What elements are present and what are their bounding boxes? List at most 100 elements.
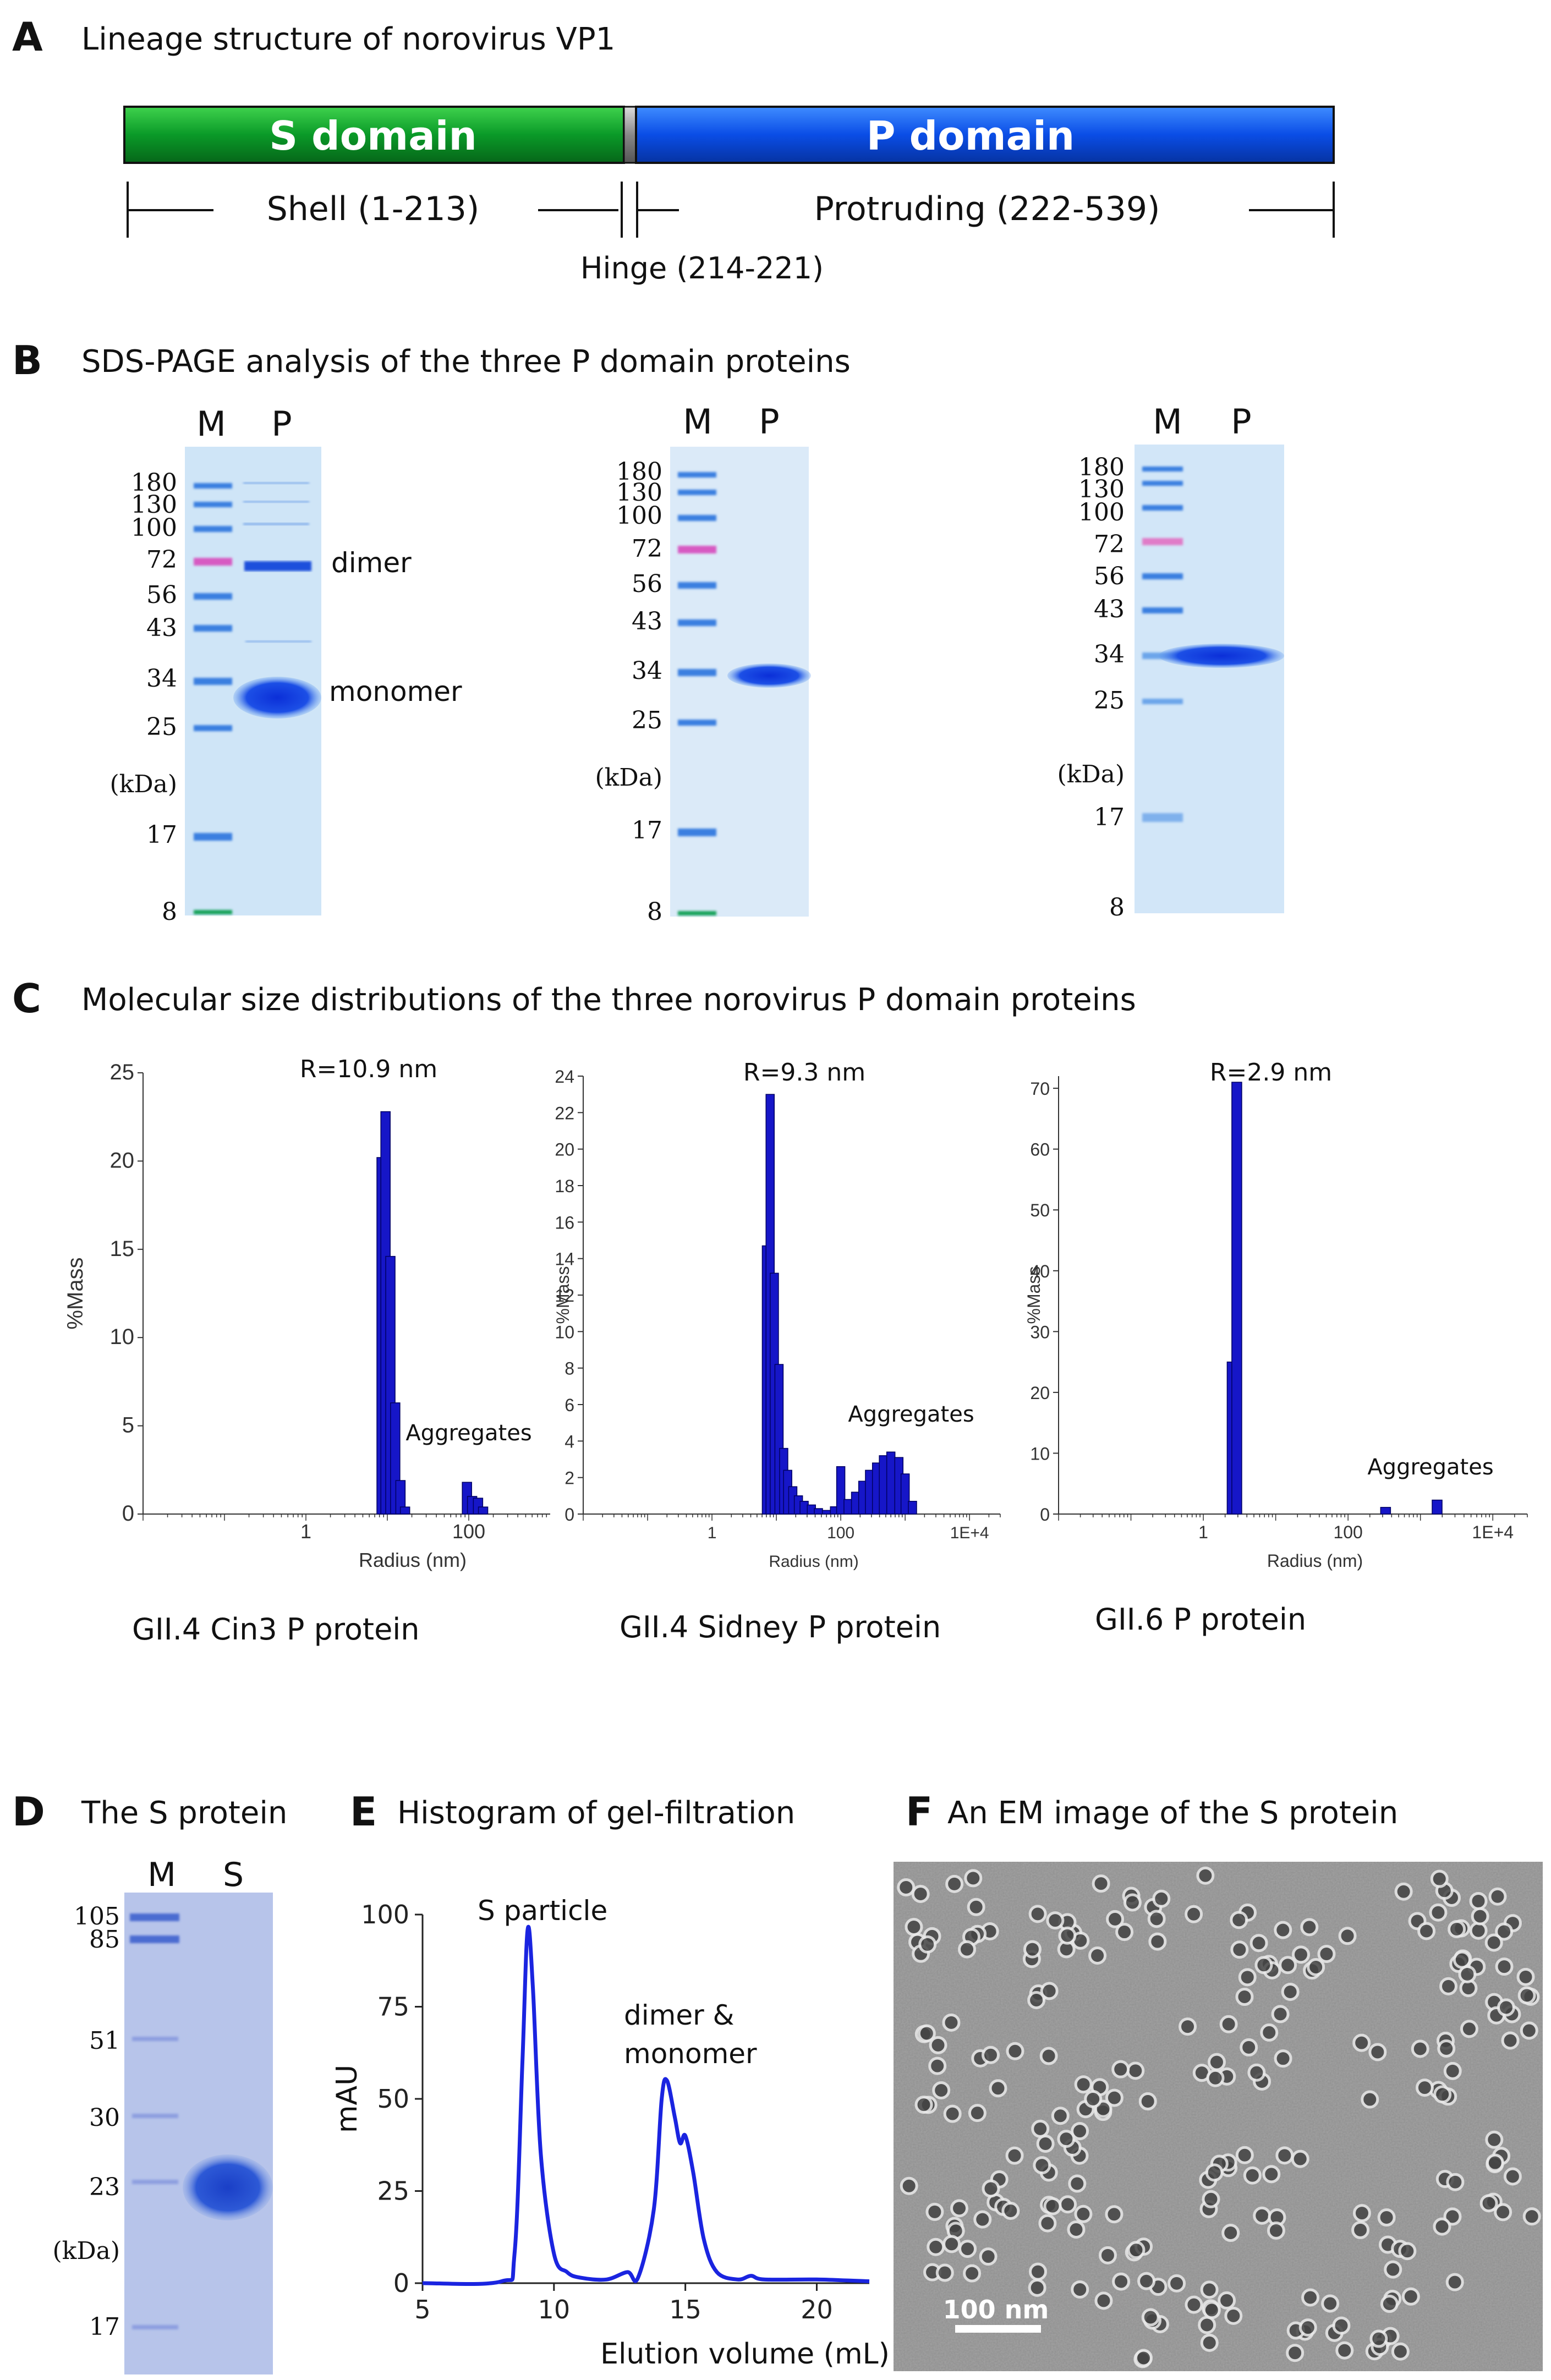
y-axis-label: %Mass xyxy=(1024,1266,1044,1324)
gel-d-image xyxy=(124,1893,273,2374)
panel-letter-a: A xyxy=(12,14,43,60)
scale-bar-label: 100 nm xyxy=(943,2295,1049,2324)
gel-d-unit: (kDa) xyxy=(52,2237,120,2265)
panel-letter-b: B xyxy=(12,337,42,383)
y-tick-label: 25 xyxy=(110,1060,135,1084)
panel-b: B SDS-PAGE analysis of the three P domai… xyxy=(12,337,1284,926)
svg-text:17: 17 xyxy=(146,821,177,849)
panel-f-title: An EM image of the S protein xyxy=(947,1795,1398,1831)
panel-f: F An EM image of the S protein 100 nm xyxy=(894,1789,1543,2371)
aggregates-label: Aggregates xyxy=(405,1421,531,1446)
gel2-sample-band xyxy=(727,663,811,688)
panel-d: D The S protein M S 105 85 51 30 23 17 (… xyxy=(12,1789,287,2374)
panel-a: A Lineage structure of norovirus VP1 S d… xyxy=(12,14,1335,286)
svg-text:8: 8 xyxy=(162,898,177,926)
y-tick-label: 30 xyxy=(1030,1322,1050,1342)
gel3-unit: (kDa) xyxy=(1057,760,1125,788)
bar xyxy=(478,1506,489,1515)
gel3-sample-band xyxy=(1159,644,1284,668)
panel-e-title: Histogram of gel-filtration xyxy=(397,1795,795,1831)
svg-text:23: 23 xyxy=(89,2173,120,2201)
y-tick-label: 10 xyxy=(110,1325,135,1349)
gel-3: M P 180 130 100 72 56 43 xyxy=(1057,402,1284,922)
panel-e: E Histogram of gel-filtration 0 25 50 75 100… xyxy=(331,1789,890,2371)
svg-text:51: 51 xyxy=(89,2027,120,2055)
bar xyxy=(843,1499,853,1515)
gel2-lane-p: P xyxy=(759,402,779,442)
svg-text:85: 85 xyxy=(89,1926,120,1954)
bar xyxy=(1380,1507,1391,1515)
y-tick-label: 12 xyxy=(555,1286,574,1306)
y-tick-label: 16 xyxy=(555,1213,574,1232)
svg-text:17: 17 xyxy=(632,816,662,844)
bar xyxy=(814,1508,823,1515)
svg-text:17: 17 xyxy=(1094,803,1125,831)
aggregates-label: Aggregates xyxy=(1367,1455,1493,1480)
shell-label: Shell (1-213) xyxy=(267,190,480,228)
y-tick-label: 75 xyxy=(377,1992,409,2022)
svg-text:130: 130 xyxy=(131,491,177,519)
y-tick-label: 8 xyxy=(565,1359,574,1379)
svg-text:25: 25 xyxy=(146,713,177,741)
gel-d-lane-s: S xyxy=(223,1856,244,1894)
x-tick-label: 1 xyxy=(708,1524,717,1542)
svg-text:105: 105 xyxy=(74,1902,120,1931)
hinge-label: Hinge (214-221) xyxy=(580,251,824,286)
y-tick-label: 4 xyxy=(565,1432,574,1451)
x-tick-label: 1E+4 xyxy=(1472,1522,1514,1542)
svg-text:130: 130 xyxy=(1078,475,1125,503)
bar xyxy=(900,1473,910,1515)
y-tick-label: 0 xyxy=(393,2268,409,2298)
x-tick-label: 100 xyxy=(827,1524,854,1542)
gel3-lane-p: P xyxy=(1231,402,1251,442)
gel-d-marker-bands xyxy=(130,1913,179,2329)
gel3-image xyxy=(1135,445,1284,913)
y-tick-label: 24 xyxy=(555,1067,574,1087)
dimer-monomer-label-2: monomer xyxy=(624,2038,757,2070)
y-tick-label: 0 xyxy=(565,1505,574,1524)
gel-2: M P 180 130 100 72 56 xyxy=(595,402,811,926)
radius-annotation: R=2.9 nm xyxy=(1210,1059,1332,1087)
gel2-lane-m: M xyxy=(683,402,713,442)
y-tick-label: 20 xyxy=(555,1140,574,1160)
s-particle-label: S particle xyxy=(478,1895,607,1927)
radius-annotation: R=9.3 nm xyxy=(743,1059,865,1087)
bar xyxy=(886,1451,896,1515)
bar xyxy=(836,1466,846,1515)
svg-text:43: 43 xyxy=(146,614,177,642)
svg-text:34: 34 xyxy=(632,657,662,685)
y-tick-label: 2 xyxy=(565,1468,574,1488)
x-tick-label: 1E+4 xyxy=(950,1524,989,1542)
svg-text:8: 8 xyxy=(647,898,662,926)
x-axis-label: Radius (nm) xyxy=(1267,1551,1363,1571)
svg-text:34: 34 xyxy=(146,665,177,693)
svg-text:43: 43 xyxy=(632,607,662,635)
panel-c: C Molecular size distributions of the th… xyxy=(12,975,1528,1647)
s-domain-bar xyxy=(123,106,625,164)
y-tick-label: 0 xyxy=(122,1501,134,1526)
x-tick-label: 20 xyxy=(801,2295,833,2324)
bar xyxy=(821,1510,831,1515)
gel1-lane-m: M xyxy=(196,404,226,444)
svg-text:72: 72 xyxy=(1094,530,1125,558)
dls-chart-gii6: 0 10 20 30 40 50 60 70 1 100 1E+4 Radius (nm) %Mass R… xyxy=(1024,1059,1528,1571)
panel-letter-e: E xyxy=(350,1789,377,1835)
bar xyxy=(908,1501,917,1515)
svg-text:17: 17 xyxy=(89,2313,120,2341)
x-axis-label: Radius (nm) xyxy=(769,1553,858,1571)
y-tick-label: 10 xyxy=(555,1322,574,1342)
x-tick-label: 15 xyxy=(669,2295,701,2324)
domain-brackets xyxy=(127,182,1335,238)
gel3-lane-m: M xyxy=(1153,402,1182,442)
panel-d-title: The S protein xyxy=(81,1795,287,1831)
x-axis-label: Elution volume (mL) xyxy=(600,2338,890,2371)
svg-text:25: 25 xyxy=(632,706,662,734)
gel1-sample-bands xyxy=(233,482,321,719)
bar xyxy=(1231,1082,1242,1515)
aggregates-label: Aggregates xyxy=(848,1402,974,1427)
y-tick-label: 18 xyxy=(555,1176,574,1196)
x-axis-label: Radius (nm) xyxy=(359,1549,467,1571)
svg-text:180: 180 xyxy=(131,469,177,497)
p-domain-bar xyxy=(635,106,1335,164)
